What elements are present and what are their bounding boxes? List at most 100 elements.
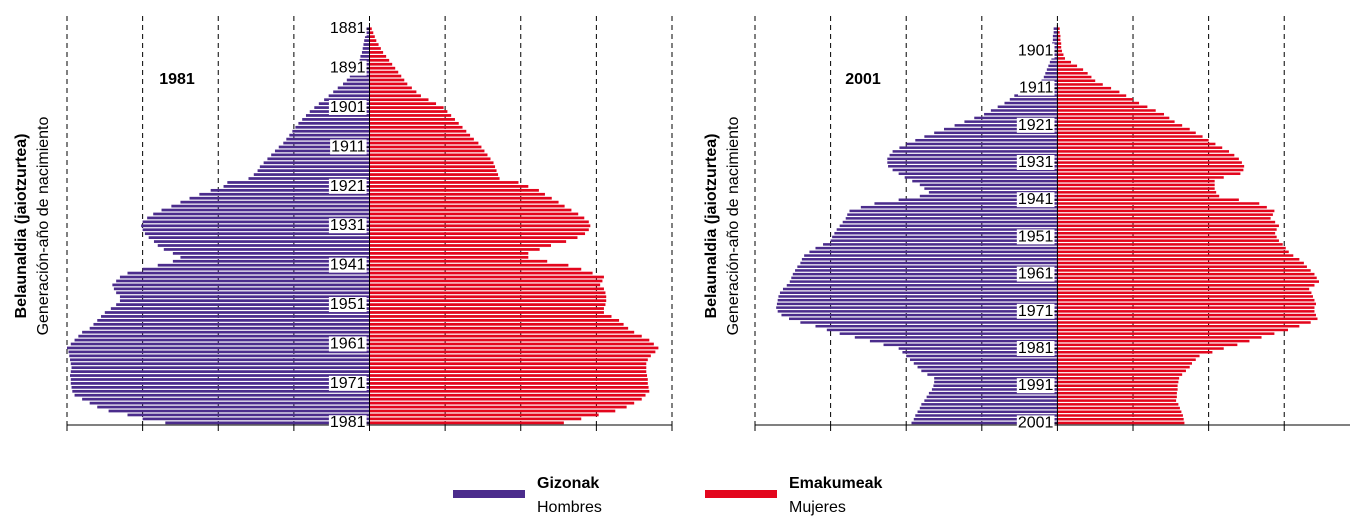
bar-male	[78, 334, 370, 338]
bar-male	[271, 153, 370, 157]
bar-male	[815, 324, 1058, 328]
bar-male	[93, 322, 370, 326]
bar-male	[364, 39, 370, 42]
bar-male	[70, 358, 370, 362]
label-background	[1016, 117, 1055, 133]
bar-female	[369, 137, 474, 141]
bar-male	[782, 287, 1058, 291]
bar-female	[369, 212, 579, 216]
label-background	[328, 60, 367, 76]
bar-male	[343, 82, 370, 86]
bar-female	[1057, 380, 1179, 384]
bar-male	[883, 343, 1058, 347]
y-tick-label: 1951	[1018, 228, 1054, 245]
bar-female	[1057, 287, 1310, 291]
bar-male	[906, 354, 1058, 358]
label-background	[328, 415, 367, 431]
y-axis-title: Belaunaldia (jaiotzurtea)	[703, 134, 720, 319]
bar-female	[1057, 172, 1241, 175]
y-tick-group: 1901	[1016, 42, 1058, 59]
y-axis-subtitle: Generación-año de nacimiento	[35, 117, 52, 336]
bar-female	[369, 106, 444, 109]
bar-male	[257, 169, 370, 173]
bar-male	[113, 287, 370, 291]
bar-female	[369, 35, 375, 39]
bar-female	[369, 342, 654, 346]
bar-male	[116, 303, 370, 306]
bar-male	[172, 259, 370, 263]
bar-male	[360, 54, 370, 58]
bar-female	[369, 228, 589, 232]
bar-female	[1057, 57, 1065, 60]
bar-female	[1057, 243, 1283, 246]
bar-male	[333, 90, 370, 94]
bar-female	[1057, 120, 1175, 123]
bar-female	[369, 90, 417, 94]
bar-female	[369, 421, 564, 425]
bar-female	[1057, 187, 1215, 190]
bar-male	[874, 202, 1058, 205]
bar-male	[163, 248, 370, 251]
bar-female	[1057, 27, 1060, 30]
label-background	[1016, 43, 1055, 59]
bar-male	[789, 317, 1058, 321]
bar-male	[842, 220, 1058, 224]
bar-female	[369, 405, 627, 409]
bar-male	[283, 141, 370, 145]
y-tick-group: 1981	[1016, 340, 1058, 357]
label-background	[1016, 229, 1055, 245]
bar-male	[67, 346, 370, 350]
bar-male	[1009, 98, 1058, 101]
y-tick-label: 1901	[1018, 42, 1054, 59]
bar-female	[1057, 302, 1316, 306]
bar-male	[295, 125, 370, 129]
bar-male	[199, 192, 370, 196]
bar-male	[860, 205, 1058, 209]
bar-female	[369, 185, 529, 188]
bar-female	[369, 378, 648, 381]
bar-female	[1057, 310, 1315, 313]
bar-female	[1057, 365, 1190, 369]
bar-male	[127, 271, 370, 275]
bar-female	[1057, 421, 1185, 425]
bar-female	[1057, 410, 1182, 414]
label-background	[330, 139, 367, 155]
bar-male	[1045, 72, 1058, 75]
chart-title: 2001	[845, 71, 881, 88]
bar-male	[180, 200, 370, 204]
bar-female	[1057, 362, 1192, 365]
y-tick-label: 1941	[330, 257, 366, 274]
bar-female	[369, 153, 488, 157]
bar-male	[789, 280, 1058, 283]
bar-male	[363, 43, 370, 46]
bar-male	[847, 213, 1058, 216]
bar-male	[1053, 31, 1058, 34]
bar-male	[116, 291, 370, 295]
bar-female	[1057, 60, 1072, 64]
bar-female	[1057, 231, 1276, 235]
bar-male	[153, 212, 370, 216]
bar-male	[70, 374, 370, 377]
bar-female	[1057, 324, 1300, 328]
bar-male	[974, 116, 1058, 120]
bar-male	[359, 58, 370, 62]
bar-female	[369, 370, 647, 373]
bar-male	[189, 196, 370, 200]
y-tick-group: 1931	[328, 217, 370, 234]
bar-female	[1057, 49, 1062, 53]
bar-male	[337, 86, 370, 90]
bar-male	[70, 378, 370, 381]
bar-male	[915, 414, 1058, 417]
bar-male	[887, 161, 1058, 164]
bar-female	[369, 62, 393, 66]
bar-female	[1057, 347, 1224, 350]
bar-female	[1057, 68, 1084, 71]
bar-male	[171, 204, 370, 208]
bar-female	[1057, 373, 1183, 376]
bar-male	[1004, 101, 1058, 105]
bar-male	[142, 228, 370, 232]
bar-female	[1057, 406, 1180, 410]
bar-female	[369, 141, 479, 145]
bar-female	[369, 58, 390, 62]
bar-female	[369, 307, 604, 310]
